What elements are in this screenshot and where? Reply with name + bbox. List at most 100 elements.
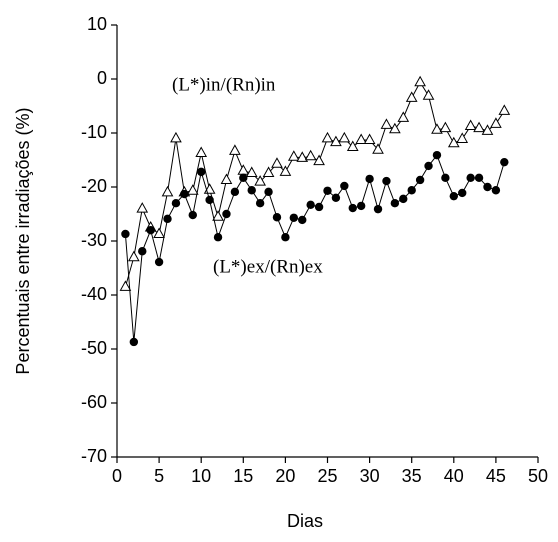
series-label: (L*)ex/(Rn)ex — [213, 256, 323, 277]
point — [340, 181, 349, 191]
x-axis-label: Dias — [287, 511, 323, 531]
point — [323, 186, 332, 195]
point — [171, 199, 181, 208]
point — [127, 250, 140, 262]
series-label: (L*)in/(Rn)in — [172, 74, 276, 95]
point — [161, 185, 174, 197]
x-tick-label: 30 — [360, 466, 380, 486]
point — [500, 157, 509, 167]
point — [136, 202, 149, 213]
point — [220, 173, 233, 184]
point — [304, 149, 317, 161]
point — [247, 186, 256, 195]
point — [153, 227, 165, 238]
point — [456, 132, 469, 143]
point — [271, 157, 283, 168]
point — [287, 150, 300, 161]
x-tick-label: 50 — [528, 466, 548, 486]
point — [213, 233, 223, 242]
point — [205, 195, 214, 205]
point — [262, 166, 275, 177]
point — [355, 133, 368, 145]
point — [356, 201, 366, 211]
point — [186, 184, 199, 195]
x-tick-label: 5 — [154, 466, 164, 486]
point — [239, 173, 248, 183]
point — [338, 131, 351, 143]
point — [146, 226, 155, 235]
point — [222, 209, 231, 219]
point — [170, 131, 182, 143]
point — [414, 75, 426, 87]
point — [264, 187, 273, 197]
point — [154, 257, 164, 267]
point — [313, 154, 325, 166]
x-tick-label: 35 — [402, 466, 422, 486]
y-tick-label: -10 — [81, 122, 107, 142]
point — [380, 118, 393, 129]
point — [397, 111, 410, 122]
point — [314, 202, 324, 212]
point — [289, 213, 299, 222]
point — [129, 337, 139, 347]
y-tick-label: -50 — [81, 338, 107, 358]
point — [348, 203, 357, 213]
point — [431, 123, 443, 134]
point — [180, 189, 189, 199]
point — [330, 135, 342, 147]
point — [254, 175, 266, 186]
x-tick-label: 40 — [444, 466, 464, 486]
x-tick-label: 10 — [191, 466, 211, 486]
x-tick-label: 0 — [112, 466, 122, 486]
point — [195, 146, 208, 157]
point — [138, 247, 147, 256]
point — [229, 144, 241, 155]
point — [245, 166, 258, 177]
point — [230, 187, 240, 197]
point — [432, 150, 442, 160]
y-tick-label: -60 — [81, 392, 107, 412]
point — [272, 213, 282, 222]
point — [281, 233, 290, 242]
point — [498, 104, 511, 115]
x-tick-label: 20 — [275, 466, 295, 486]
point — [464, 119, 477, 130]
x-tick-label: 45 — [486, 466, 506, 486]
point — [439, 121, 452, 133]
point — [481, 124, 494, 135]
point — [449, 191, 458, 201]
point — [237, 164, 250, 175]
point — [483, 182, 492, 192]
point — [458, 188, 467, 198]
point — [197, 167, 206, 177]
y-axis-label: Percentuais entre irradiações (%) — [13, 107, 33, 374]
point — [422, 89, 435, 100]
point — [466, 173, 475, 183]
x-tick-label: 15 — [233, 466, 253, 486]
y-tick-label: -20 — [81, 176, 107, 196]
y-tick-label: -70 — [81, 446, 107, 466]
point — [212, 210, 224, 221]
point — [405, 91, 418, 102]
y-tick-label: -30 — [81, 230, 107, 250]
point — [382, 176, 391, 186]
point — [415, 175, 425, 185]
point — [331, 193, 341, 202]
point — [298, 215, 307, 225]
point — [474, 173, 484, 183]
y-tick-label: 0 — [97, 68, 107, 88]
point — [306, 200, 315, 210]
point — [373, 204, 383, 214]
point — [390, 199, 400, 208]
point — [279, 165, 292, 176]
point — [424, 161, 433, 171]
point — [473, 121, 485, 133]
point — [121, 229, 130, 239]
point — [296, 151, 309, 162]
x-tick-label: 25 — [317, 466, 337, 486]
point — [188, 210, 197, 220]
point — [490, 117, 502, 128]
point — [491, 186, 501, 195]
point — [365, 174, 374, 184]
